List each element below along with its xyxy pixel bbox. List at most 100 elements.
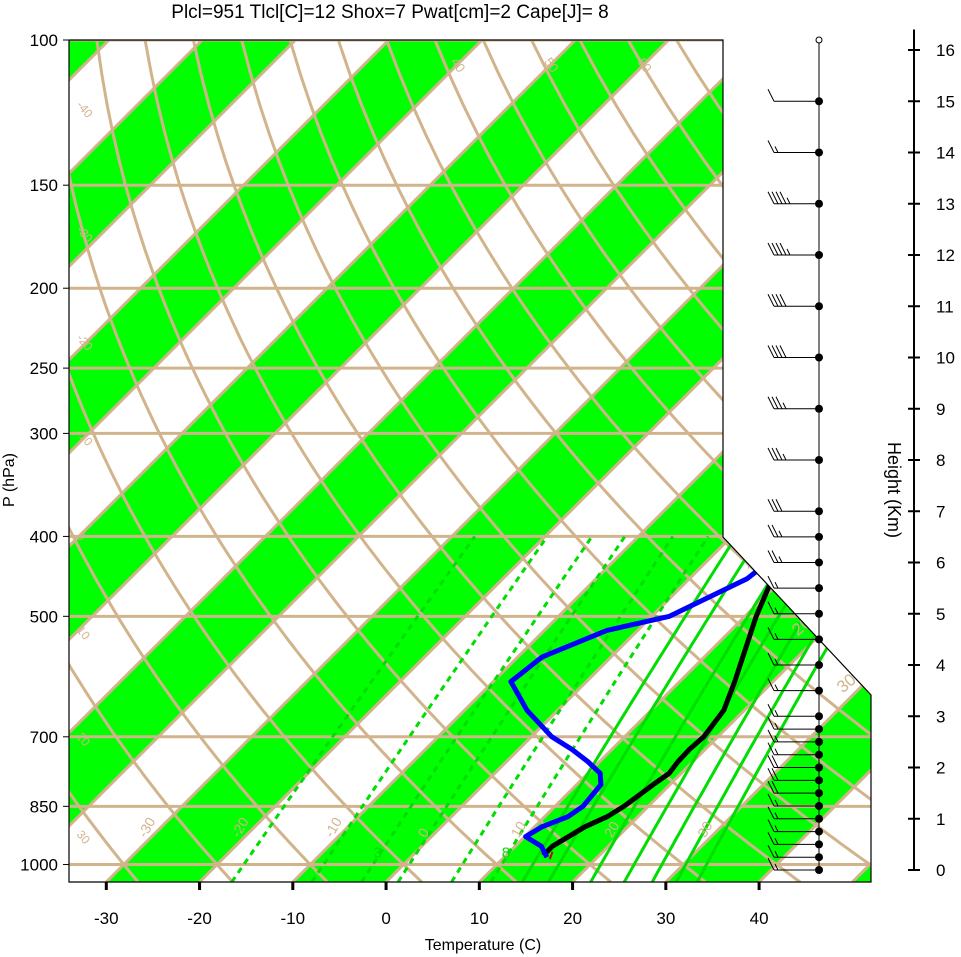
wind-barb-flag (767, 793, 775, 807)
wind-marker-top (815, 36, 823, 44)
pressure-tick-label: 500 (30, 607, 58, 626)
wind-barb-half (774, 799, 779, 807)
height-tick-label: 13 (936, 195, 955, 214)
isotherm-line (198, 40, 871, 882)
height-tick-label: 1 (936, 810, 945, 829)
isotherm-line (69, 40, 577, 882)
wind-barb-half (778, 530, 783, 538)
pressure-tick-label: 400 (30, 527, 58, 546)
temperature-band (69, 40, 483, 882)
wind-barb-half (774, 825, 779, 832)
mixing-ratio-line (450, 535, 675, 882)
dry-adiabat-line (69, 40, 234, 882)
wind-barb-flag (767, 729, 775, 743)
temperature-tick-label: 40 (750, 909, 769, 928)
wind-barb-flag (767, 678, 775, 691)
mixing-ratio-line (695, 287, 871, 882)
temperature-tick-label: 0 (381, 909, 390, 928)
height-tick-label: 12 (936, 246, 955, 265)
wind-barb-flag (771, 294, 779, 307)
temperature-band (69, 40, 669, 882)
parcel-line (548, 851, 554, 860)
height-tick-label: 3 (936, 707, 945, 726)
pressure-tick-label: 700 (30, 728, 58, 747)
wind-barb-flag (767, 550, 775, 563)
wind-barb-flag (767, 819, 775, 832)
mixing-ratio-label: 3 (373, 844, 381, 861)
wind-barb-flag (767, 345, 775, 358)
wind-barb-flag (775, 447, 783, 461)
mixing-ratio-label: 16 (914, 325, 931, 342)
wind-barb-flag (767, 447, 775, 461)
dry-adiabat-line (240, 40, 871, 882)
isotherm-top-label: 50 (541, 55, 562, 75)
wind-barb-flag (771, 345, 779, 358)
wind-barb-half (774, 812, 779, 819)
wind-barb-flag (771, 550, 779, 563)
wind-barb-half (786, 197, 791, 204)
pressure-tick-label: 200 (30, 279, 58, 298)
isotherm-line (69, 40, 763, 882)
mixing-ratio-line (230, 535, 477, 882)
wind-barb-flag (767, 140, 775, 153)
isotherm-line (69, 40, 390, 882)
wind-barb-flag (767, 191, 775, 204)
wind-barb-flag (767, 396, 775, 409)
height-tick-label: 11 (936, 297, 954, 316)
dry-adiabat-label: -40 (74, 98, 96, 121)
height-tick-label: 5 (936, 605, 945, 624)
wind-barb-flag (767, 499, 775, 512)
wind-barb-flag (779, 191, 787, 204)
plot-frame (68, 39, 872, 883)
isotherm-line (946, 40, 961, 882)
dry-adiabat-label: 30 (74, 828, 94, 847)
isotherm-label: 20 (601, 818, 623, 840)
dry-adiabat-line (69, 40, 423, 882)
wind-barb-flag (767, 857, 775, 871)
wind-barb-half (774, 684, 779, 691)
mixing-ratio-line (650, 287, 871, 882)
dry-adiabat-line (481, 40, 871, 882)
wind-barb-half (774, 863, 779, 871)
wind-barb-half (774, 838, 779, 845)
y-axis-label: P (hPa) (1, 453, 18, 507)
moist-adiabat-label: 30 (720, 116, 747, 143)
wind-barb-flag (767, 755, 775, 768)
dry-adiabat-line (336, 40, 871, 882)
height-tick-label: 9 (936, 400, 945, 419)
height-tick-label: 8 (936, 451, 945, 470)
wind-barb-half (782, 453, 787, 461)
chart-title: Plcl=951 Tlcl[C]=12 Shox=7 Pwat[cm]=2 Ca… (171, 2, 608, 23)
moist-adiabat-label: 0 (724, 464, 743, 485)
wind-barb-flag (771, 768, 779, 781)
moist-adiabat-label: 20 (720, 252, 747, 279)
wind-barb-flag (767, 652, 775, 666)
mixing-ratio-line (310, 535, 549, 882)
temperature-tick-label: -20 (187, 909, 212, 928)
wind-barb-half (774, 607, 779, 614)
wind-barb-flag (779, 294, 787, 307)
mixing-ratio-line (360, 535, 594, 882)
wind-barb-flag (775, 499, 783, 512)
height-tick-label: 14 (936, 144, 955, 163)
isobars (69, 40, 871, 867)
wind-barb-flag (767, 780, 775, 794)
wind-barb-flag (767, 89, 775, 102)
pressure-tick-label: 250 (30, 359, 58, 378)
wind-barb-flag (771, 191, 779, 204)
mixing-ratio-label: 8 (502, 844, 510, 861)
dry-adiabat-line (191, 40, 801, 882)
dry-adiabat-line (433, 40, 871, 882)
wind-barb-flag (771, 242, 779, 256)
dry-adiabat-line (69, 40, 140, 882)
wind-barb-flag (779, 242, 787, 256)
wind-barb-flag (775, 242, 783, 256)
wind-barb-flag (767, 806, 775, 819)
mixing-ratio-line (396, 535, 627, 882)
wind-barb-flag (771, 524, 779, 538)
isotherm-label: 10 (508, 818, 530, 840)
wind-barb-half (774, 146, 779, 153)
wind-barb-flag (767, 601, 775, 614)
wind-barb-flag (771, 755, 779, 768)
wind-barb-half (774, 658, 779, 666)
